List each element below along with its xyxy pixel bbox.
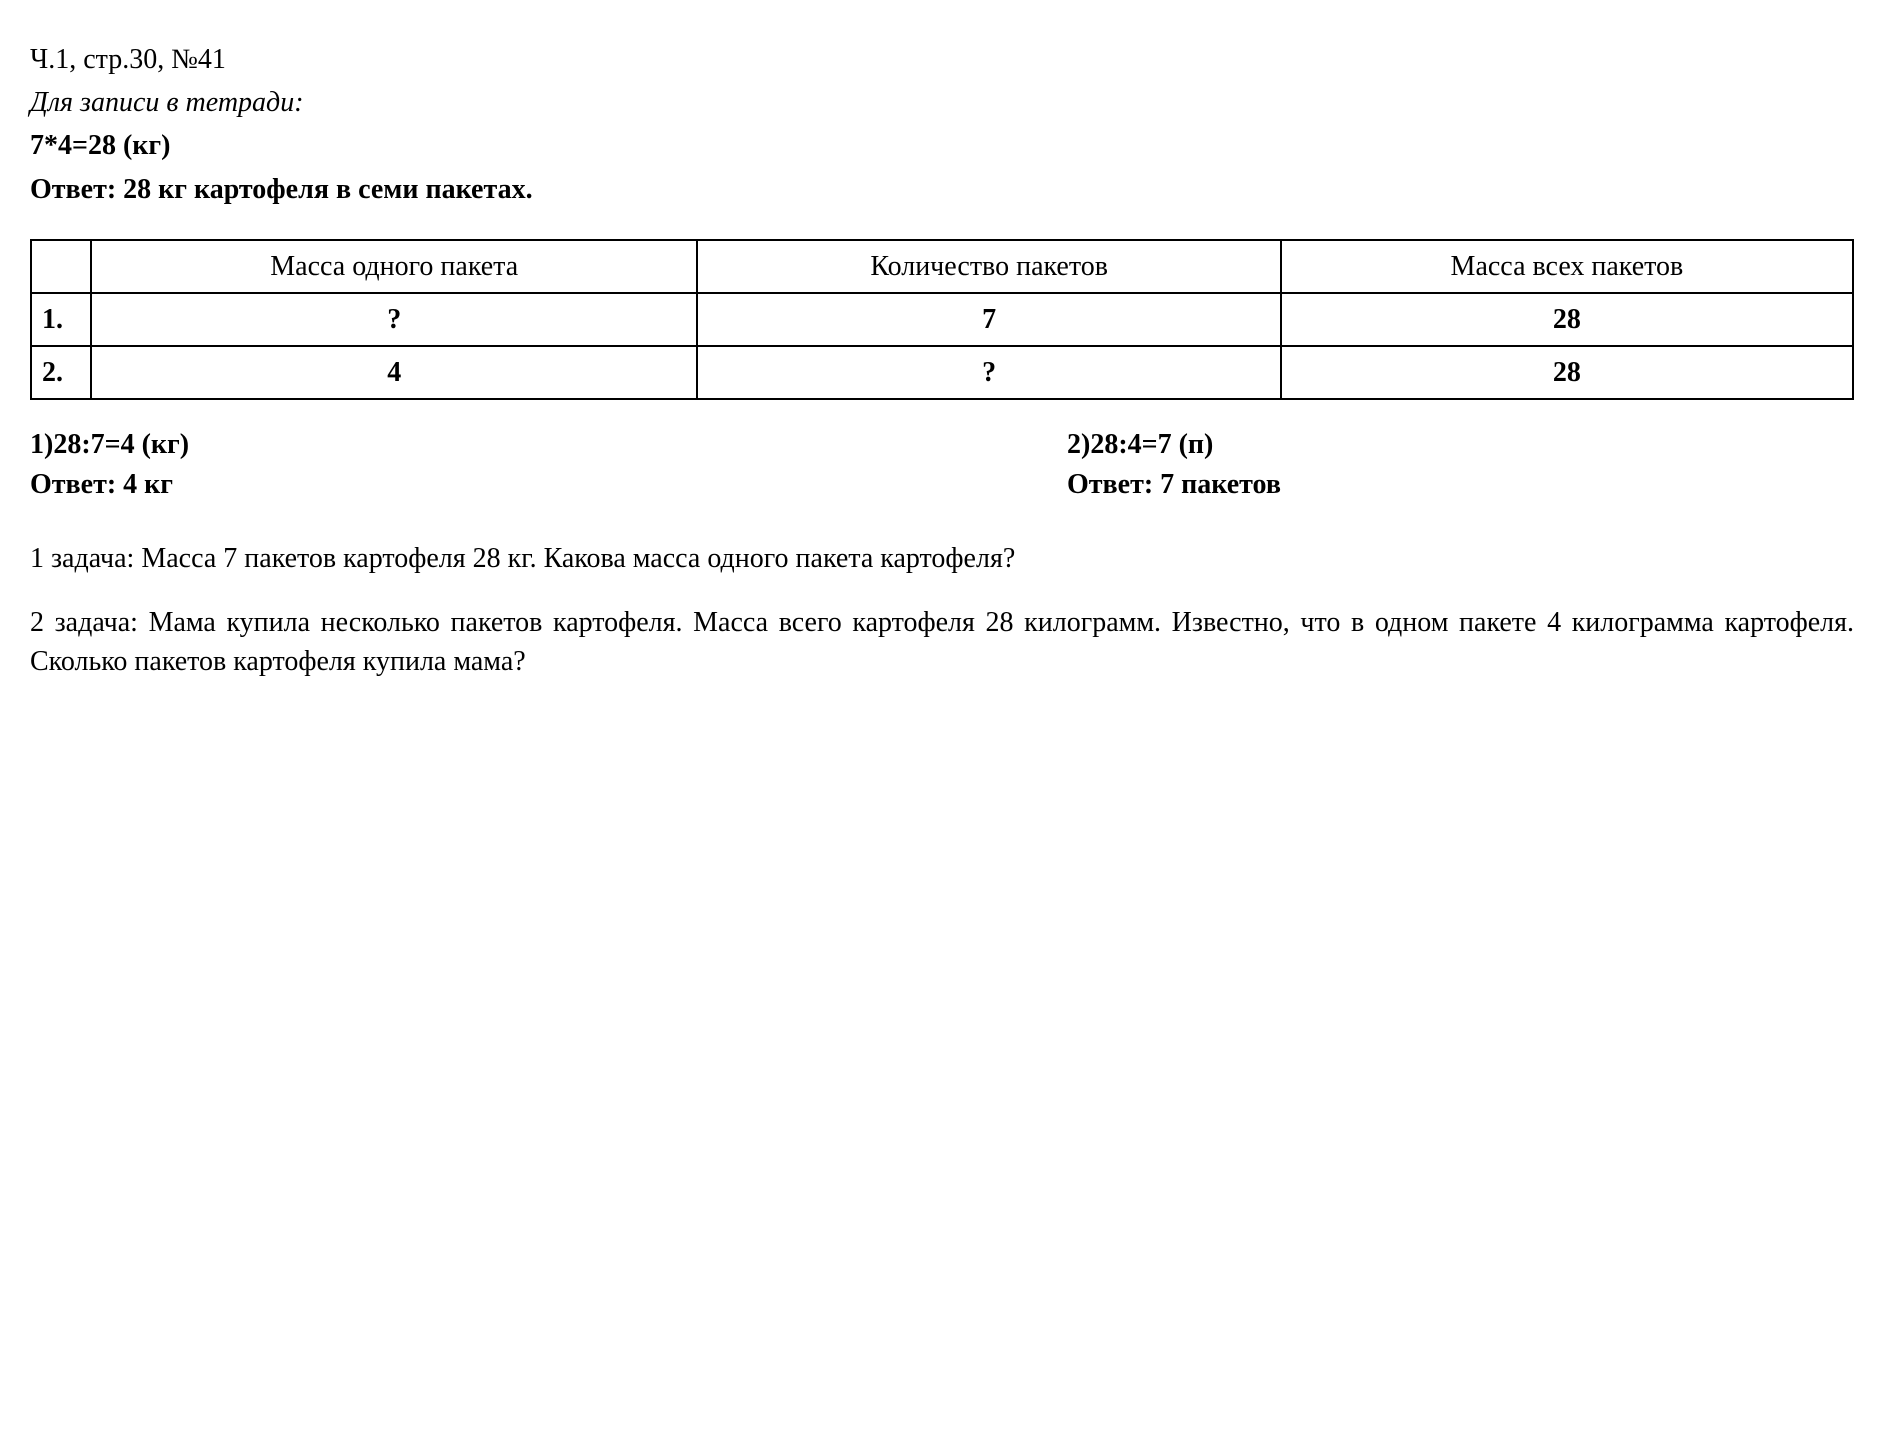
table-cell: ? bbox=[697, 346, 1280, 399]
solution-right: 2)28:4=7 (п) Ответ: 7 пакетов bbox=[817, 425, 1854, 503]
solutions-container: 1)28:7=4 (кг) Ответ: 4 кг 2)28:4=7 (п) О… bbox=[30, 425, 1854, 503]
table-cell: ? bbox=[91, 293, 697, 346]
table-row: 1. ? 7 28 bbox=[31, 293, 1853, 346]
table-header-cell: Количество пакетов bbox=[697, 240, 1280, 293]
table-cell: 7 bbox=[697, 293, 1280, 346]
solution-equation: 2)28:4=7 (п) bbox=[1067, 425, 1854, 464]
problem-1-text: 1 задача: Масса 7 пакетов картофеля 28 к… bbox=[30, 539, 1854, 578]
solution-equation: 1)28:7=4 (кг) bbox=[30, 425, 817, 464]
table-cell: 28 bbox=[1281, 293, 1853, 346]
equation-line: 7*4=28 (кг) bbox=[30, 126, 1854, 165]
table-header-cell bbox=[31, 240, 91, 293]
table-row-label: 1. bbox=[31, 293, 91, 346]
table-cell: 4 bbox=[91, 346, 697, 399]
table-header-cell: Масса одного пакета bbox=[91, 240, 697, 293]
table-header-row: Масса одного пакета Количество пакетов М… bbox=[31, 240, 1853, 293]
table-row-label: 2. bbox=[31, 346, 91, 399]
solution-left: 1)28:7=4 (кг) Ответ: 4 кг bbox=[30, 425, 817, 503]
problem-2-text: 2 задача: Мама купила несколько пакетов … bbox=[30, 603, 1854, 681]
solution-answer: Ответ: 4 кг bbox=[30, 465, 817, 504]
table-cell: 28 bbox=[1281, 346, 1853, 399]
data-table: Масса одного пакета Количество пакетов М… bbox=[30, 239, 1854, 401]
solution-answer: Ответ: 7 пакетов bbox=[1067, 465, 1854, 504]
subtitle-line: Для записи в тетради: bbox=[30, 83, 1854, 122]
answer-line: Ответ: 28 кг картофеля в семи пакетах. bbox=[30, 170, 1854, 209]
reference-line: Ч.1, стр.30, №41 bbox=[30, 40, 1854, 79]
table-header-cell: Масса всех пакетов bbox=[1281, 240, 1853, 293]
table-row: 2. 4 ? 28 bbox=[31, 346, 1853, 399]
